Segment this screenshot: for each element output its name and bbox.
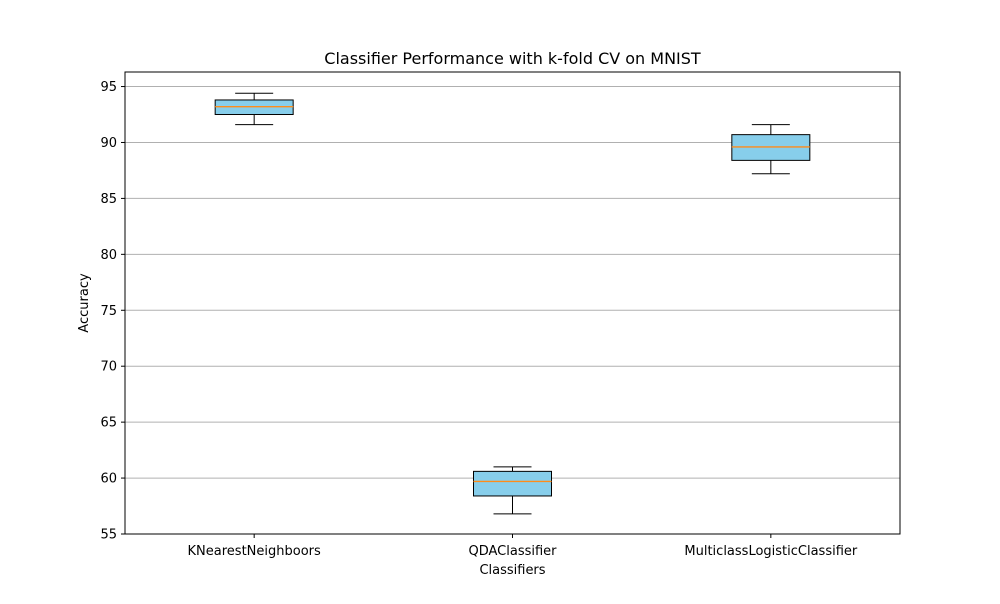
axis-layer: 55 60 65 70 75 80 85 90 95 KNearestNeighboors QDAC… [100,80,857,559]
box-layer [214,92,811,515]
y-tick-label: 55 [100,528,117,543]
y-tick-label: 65 [100,416,117,431]
x-axis-label: Classifiers [479,563,545,578]
x-tick-label: MulticlassLogisticClassifier [684,544,858,559]
grid-layer [125,86,900,535]
y-tick-label: 90 [100,136,117,151]
iqr-box [473,470,552,497]
y-tick-label: 75 [100,304,117,319]
y-tick-label: 85 [100,192,117,207]
box-KNearestNeighboors [214,92,294,126]
x-tick-label: KNearestNeighboors [188,544,321,559]
y-tick-label: 95 [100,80,117,95]
y-tick-label: 70 [100,360,117,375]
chart-title: Classifier Performance with k-fold CV on… [324,49,701,68]
y-axis-label: Accuracy [77,273,92,333]
x-tick-label: QDAClassifier [468,544,557,559]
plot-frame [124,71,901,535]
box-MulticlassLogisticClassifier [731,124,811,175]
box-QDAClassifier [473,466,552,515]
y-tick-label: 80 [100,248,117,263]
y-tick-label: 60 [100,472,117,487]
